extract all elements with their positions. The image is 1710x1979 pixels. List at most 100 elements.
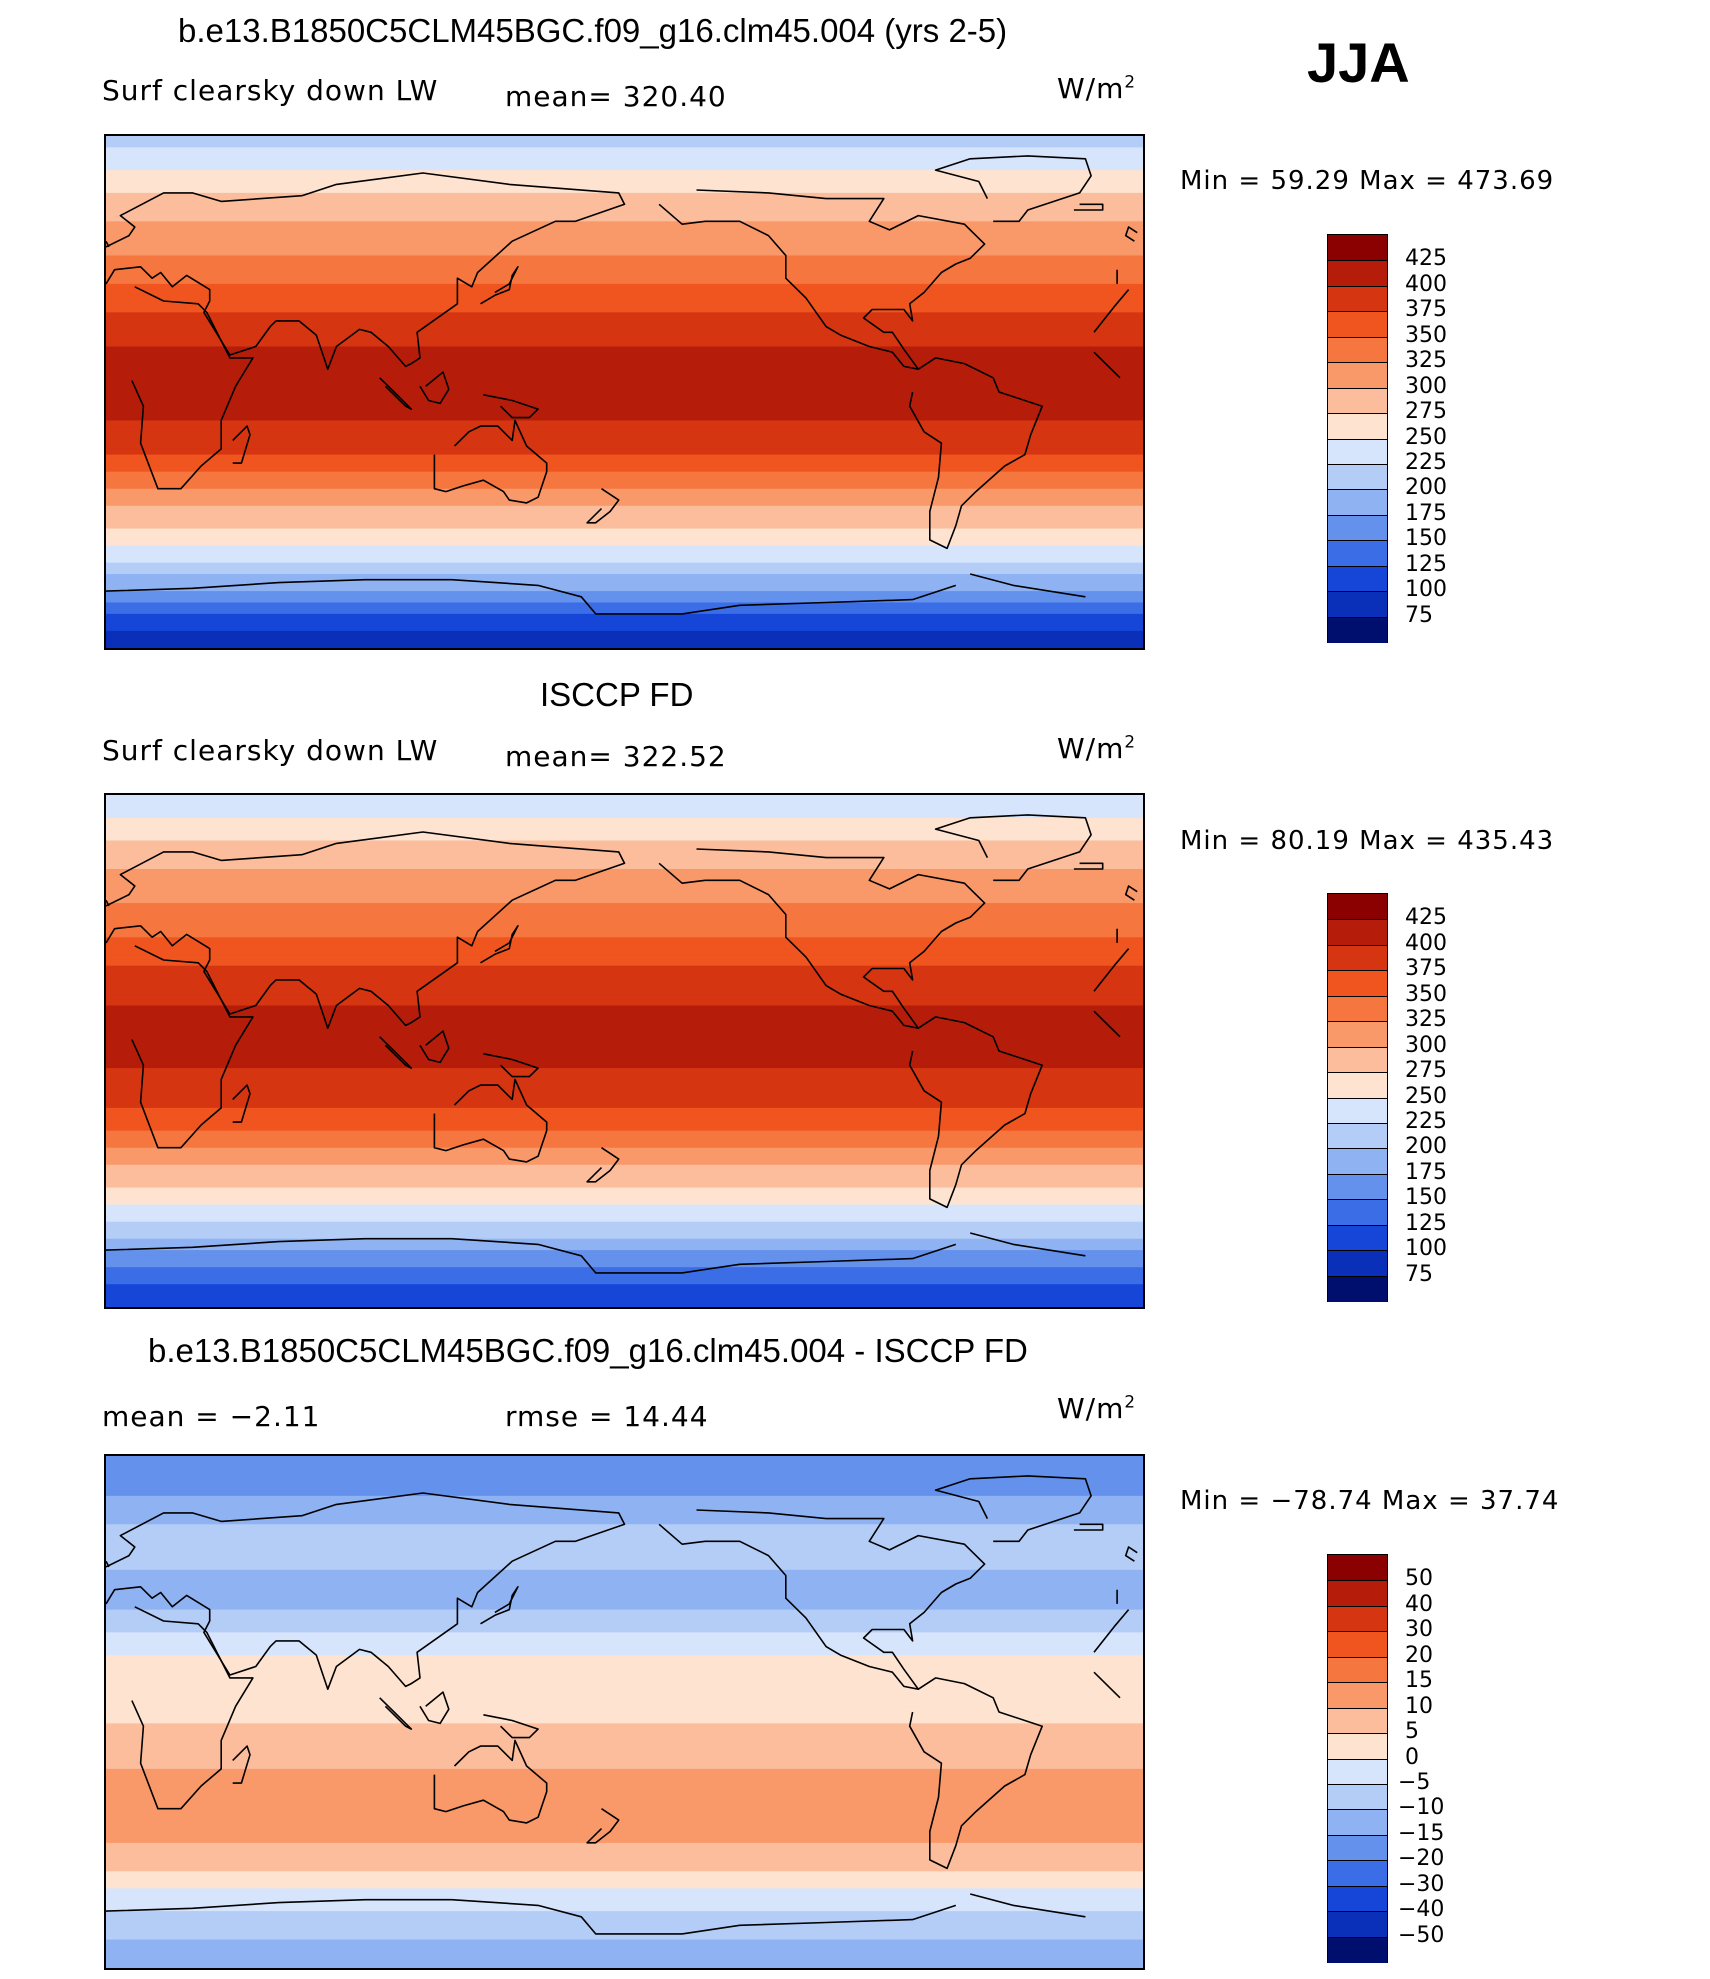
- colorbar-tick-label: 125: [1405, 1210, 1447, 1236]
- colorbar-tick-label: 100: [1405, 1236, 1447, 1262]
- coast-madagascar: [232, 1084, 251, 1123]
- zonal-band: [106, 1928, 1143, 1935]
- zonal-band: [106, 261, 1143, 268]
- colorbar-tick-label: −15: [1398, 1820, 1445, 1846]
- zonal-band: [106, 1581, 1143, 1588]
- zonal-band: [106, 1848, 1143, 1855]
- zonal-band: [106, 357, 1143, 365]
- colorbar-tick-label: 10: [1405, 1693, 1433, 1719]
- zonal-band: [106, 1746, 1143, 1753]
- zonal-band: [106, 511, 1143, 518]
- colorbar-box: [1328, 463, 1387, 490]
- zonal-band: [106, 1638, 1143, 1645]
- colorbar-box: [1328, 894, 1387, 920]
- colorbar-tick-label: −50: [1398, 1922, 1445, 1948]
- panel3-units: W/m2: [1057, 1391, 1137, 1425]
- colorbar-tick-label: 200: [1405, 1134, 1447, 1160]
- colorbar-box: [1328, 514, 1387, 541]
- coast-australia: [433, 419, 548, 504]
- colorbar-box: [1328, 1122, 1387, 1149]
- zonal-band: [106, 1011, 1143, 1018]
- coast-uk: [106, 885, 1138, 907]
- colorbar-tick-label: 350: [1405, 981, 1447, 1007]
- zonal-band: [106, 1945, 1143, 1952]
- zonal-band: [106, 312, 1143, 319]
- zonal-band: [106, 522, 1143, 530]
- colorbar-tick-label: 40: [1405, 1591, 1433, 1617]
- panel1-title: b.e13.B1850C5CLM45BGC.f09_g16.clm45.004 …: [178, 12, 1008, 49]
- zonal-band: [106, 806, 1143, 813]
- colorbar-box: [1328, 260, 1387, 287]
- coast-south-america: [908, 357, 1043, 550]
- zonal-band: [106, 903, 1143, 910]
- zonal-band: [106, 227, 1143, 234]
- zonal-band: [106, 300, 1143, 308]
- colorbar-tick-label: 30: [1405, 1617, 1433, 1643]
- zonal-band: [106, 579, 1143, 587]
- coast-africa: [131, 945, 1130, 1149]
- colorbar-box: [1328, 1758, 1387, 1785]
- zonal-band: [106, 1250, 1143, 1257]
- zonal-band: [106, 1198, 1143, 1206]
- zonal-band: [106, 937, 1143, 944]
- zonal-band: [106, 369, 1143, 376]
- zonal-band: [106, 851, 1143, 859]
- zonal-band: [106, 272, 1143, 279]
- zonal-band: [106, 1022, 1143, 1029]
- zonal-band: [106, 1865, 1143, 1872]
- colorbar-box: [1328, 1911, 1387, 1938]
- zonal-band: [106, 153, 1143, 160]
- colorbar-box: [1328, 1783, 1387, 1810]
- panel1-field: [106, 136, 1143, 648]
- zonal-band: [106, 187, 1143, 194]
- zonal-band: [106, 175, 1143, 183]
- zonal-band: [106, 215, 1143, 222]
- zonal-band: [106, 1956, 1143, 1963]
- zonal-band: [106, 1124, 1143, 1132]
- panel2-field: [106, 795, 1143, 1307]
- zonal-band: [106, 465, 1143, 473]
- zonal-band: [106, 1518, 1143, 1525]
- colorbar-box: [1328, 944, 1387, 971]
- zonal-band: [106, 1854, 1143, 1861]
- zonal-band: [106, 1090, 1143, 1098]
- panel2-colorbar: [1327, 893, 1388, 1302]
- zonal-band: [106, 1683, 1143, 1690]
- zonal-band: [106, 1643, 1143, 1651]
- zonal-band: [106, 642, 1143, 648]
- panel1-colorbar: [1327, 234, 1388, 643]
- coast-madagascar: [232, 425, 251, 464]
- coast-borneo: [419, 1030, 450, 1064]
- zonal-band: [106, 920, 1143, 927]
- zonal-band: [106, 323, 1143, 331]
- colorbar-tick-label: 400: [1405, 271, 1447, 297]
- zonal-band: [106, 868, 1143, 876]
- zonal-band: [106, 1524, 1143, 1531]
- zonal-band: [106, 136, 1143, 143]
- coast-uk: [106, 1546, 1138, 1568]
- zonal-band: [106, 1176, 1143, 1183]
- zonal-band: [106, 483, 1143, 490]
- colorbar-tick-label: 150: [1405, 526, 1447, 552]
- zonal-band: [106, 158, 1143, 166]
- zonal-band: [106, 1905, 1143, 1912]
- zonal-band: [106, 1501, 1143, 1508]
- zonal-band: [106, 1079, 1143, 1086]
- colorbar-tick-label: −20: [1398, 1846, 1445, 1872]
- zonal-band: [106, 800, 1143, 807]
- zonal-band: [106, 471, 1143, 478]
- zonal-band: [106, 1894, 1143, 1901]
- zonal-band: [106, 630, 1143, 638]
- zonal-band: [106, 1672, 1143, 1679]
- zonal-band: [106, 1729, 1143, 1736]
- panel1-mean-label: mean= 320.40: [505, 80, 727, 113]
- colorbar-tick-label: 250: [1405, 424, 1447, 450]
- colorbar-box: [1328, 311, 1387, 338]
- zonal-band: [106, 1717, 1143, 1724]
- colorbar-box: [1328, 1021, 1387, 1048]
- colorbar-tick-label: 75: [1405, 602, 1433, 628]
- colorbar-box: [1328, 919, 1387, 946]
- zonal-band: [106, 1005, 1143, 1012]
- panel2-map: [104, 793, 1145, 1309]
- zonal-band: [106, 925, 1143, 933]
